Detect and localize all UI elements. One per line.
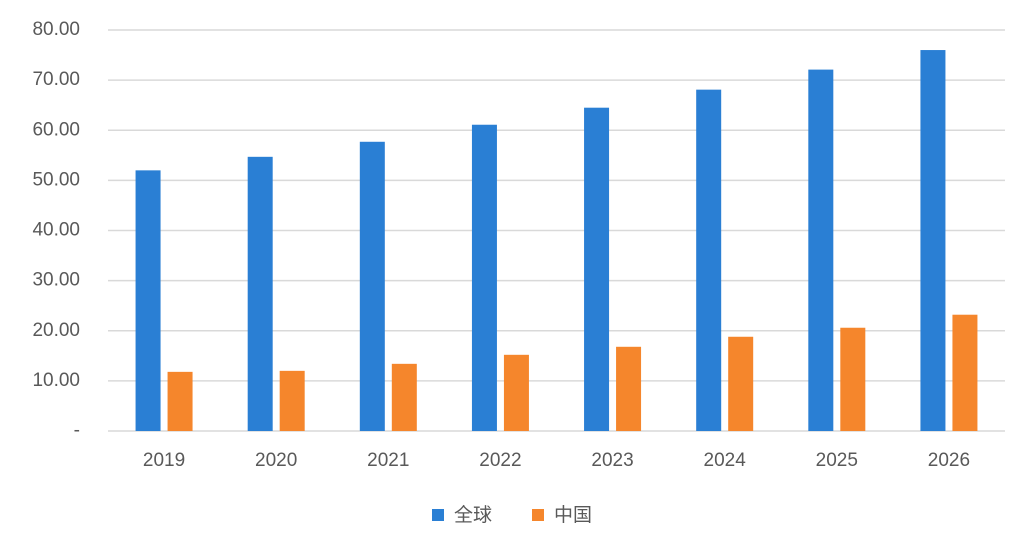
x-tick-label: 2019 [143,450,185,471]
x-tick-label: 2026 [928,450,970,471]
y-tick-label: 10.00 [32,370,80,391]
x-tick-label: 2020 [255,450,297,471]
y-tick-label: 80.00 [32,19,80,40]
bar [696,89,722,432]
bar [135,170,161,431]
bar [359,141,385,431]
bar [920,50,946,432]
bar [391,363,417,431]
bar [471,124,497,431]
bar [279,370,305,431]
bar [952,314,978,431]
bar [728,336,754,431]
x-tick-label: 2023 [591,450,633,471]
x-tick-label: 2024 [704,450,747,471]
x-tick-label: 2022 [479,450,521,471]
bar [616,346,642,431]
legend-swatch [532,509,544,521]
y-tick-label: 40.00 [32,220,80,241]
y-tick-label: 50.00 [32,169,80,190]
y-tick-label: 70.00 [32,69,80,90]
y-tick-label: 20.00 [32,320,80,341]
y-tick-label: 60.00 [32,119,80,140]
y-tick-label: - [74,420,80,441]
x-tick-label: 2025 [816,450,858,471]
legend-label: 中国 [554,504,592,526]
bar [808,69,834,431]
x-tick-label: 2021 [367,450,409,471]
bar [247,156,273,431]
legend-swatch [432,509,444,521]
bar [503,354,529,431]
legend-label: 全球 [454,504,492,526]
bar [840,327,866,431]
y-tick-label: 30.00 [32,270,80,291]
bar [584,107,610,431]
bar [167,371,193,431]
